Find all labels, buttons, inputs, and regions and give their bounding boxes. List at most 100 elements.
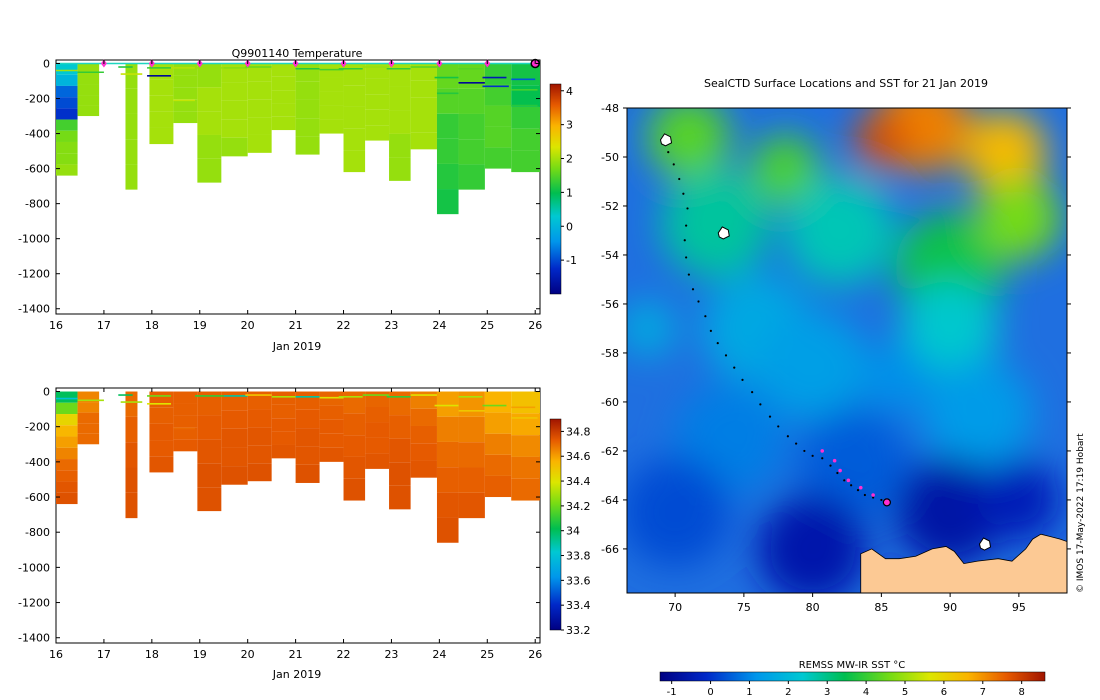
profile-cell-14-1 — [410, 408, 437, 426]
profile-cell-3-1 — [149, 407, 174, 424]
sst-patch-18 — [977, 458, 1061, 542]
track-point-33 — [880, 498, 883, 502]
profile-cell-6-1 — [221, 82, 248, 101]
track-point-28 — [843, 479, 846, 482]
profile-cell-3-4 — [149, 456, 174, 473]
profile-cell-15-0 — [436, 63, 459, 89]
temperature-y-ticks: 0 -200 -400 -600 -800 -1000 -1200 -1400 — [18, 58, 540, 316]
profile-cell-0-8 — [56, 153, 78, 165]
profile-cell-14-2 — [410, 97, 437, 116]
colorbar-tick-label: 4 — [566, 85, 573, 98]
profile-cell-17-2 — [484, 433, 512, 455]
profile-cell-11-1 — [343, 85, 366, 107]
track-point-27 — [836, 471, 839, 475]
profile-cell-17-3 — [484, 126, 512, 148]
colorbar-tick-label: 34.8 — [566, 425, 591, 438]
profile-cell-17-0 — [484, 391, 512, 413]
y-tick-label: -1400 — [18, 632, 50, 645]
profile-cell-10-0 — [319, 63, 344, 78]
latitude-ticks: -48 -50 -52 -54 -56 -58 -60 -62 -64 -66 — [601, 102, 1071, 556]
profile-cell-5-0 — [197, 391, 222, 416]
profile-cell-3-0 — [149, 391, 174, 408]
sst-colorbar-tick-label: 8 — [1018, 687, 1024, 698]
profile-cell-4-3 — [173, 99, 198, 112]
profile-cell-0-2 — [56, 85, 78, 98]
track-point-7 — [685, 256, 688, 259]
profile-cell-18-1 — [511, 85, 540, 107]
sst-colorbar-tick-label: 0 — [707, 687, 713, 698]
profile-cell-10-4 — [319, 119, 344, 134]
profile-cell-10-1 — [319, 77, 344, 92]
profile-cell-2-2 — [125, 113, 138, 140]
lon-tick-label: 75 — [737, 601, 751, 614]
colorbar-tick-label: 34.2 — [566, 500, 591, 513]
profile-cell-15-3 — [436, 467, 459, 493]
recent-track-point-3 — [846, 478, 851, 483]
profile-cell-14-2 — [410, 425, 437, 444]
profile-cell-2-4 — [125, 492, 138, 519]
profile-cell-16-1 — [458, 88, 485, 114]
colorbar-tick-label: 33.8 — [566, 550, 591, 563]
profile-cell-15-4 — [436, 492, 459, 518]
profile-cell-7-3 — [247, 117, 272, 135]
profile-cell-3-3 — [149, 111, 174, 128]
profile-cell-13-0 — [389, 63, 411, 87]
y-tick-label: -1200 — [18, 597, 50, 610]
salinity-section-plot: 16 17 18 19 20 21 22 23 24 25 26 0 -200 -400 -600 -800… — [18, 386, 590, 681]
profile-cell-5-2 — [197, 111, 222, 135]
temperature-section-plot: Q9901140 Temperature 16 17 18 19 20 21 22 23 24 2… — [18, 47, 577, 353]
lon-tick-label: 70 — [668, 601, 682, 614]
track-point-32 — [872, 496, 875, 499]
y-tick-label: -1000 — [18, 233, 50, 246]
profile-cell-0-4 — [56, 108, 78, 120]
profile-cell-4-3 — [173, 427, 198, 440]
profile-cell-9-4 — [295, 136, 320, 155]
track-point-18 — [759, 403, 762, 406]
profile-cell-11-3 — [343, 128, 366, 151]
profile-cell-1-3 — [77, 95, 100, 106]
profile-cell-13-4 — [389, 485, 411, 510]
track-point-22 — [795, 442, 798, 445]
temperature-plot-frame — [55, 59, 541, 315]
track-point-20 — [777, 425, 780, 428]
sst-colorbar-tick-label: -1 — [667, 687, 677, 698]
colorbar-tick-label: 33.4 — [566, 599, 591, 612]
profile-cell-8-0 — [271, 391, 296, 405]
sst-colorbar-tick-label: 7 — [980, 687, 986, 698]
x-tick-label: 21 — [289, 648, 303, 661]
x-tick-label: 19 — [193, 648, 207, 661]
profile-cell-18-3 — [511, 128, 540, 151]
temperature-x-ticks: 16 17 18 19 20 21 22 23 24 25 26 — [49, 60, 542, 332]
profile-cell-12-1 — [365, 78, 390, 95]
x-tick-label: 20 — [241, 648, 255, 661]
profile-cell-9-3 — [295, 446, 320, 465]
y-tick-label: 0 — [43, 386, 50, 399]
profile-cell-2-1 — [125, 88, 138, 114]
profile-cell-12-3 — [365, 109, 390, 126]
profile-cell-11-3 — [343, 456, 366, 479]
profile-cell-15-1 — [436, 88, 459, 114]
island-1 — [717, 226, 730, 240]
profile-cell-18-0 — [511, 391, 540, 414]
profile-cell-4-2 — [173, 87, 198, 100]
profile-cell-4-0 — [173, 391, 198, 404]
lon-tick-label: 90 — [943, 601, 957, 614]
sst-patch-19 — [860, 343, 930, 412]
track-point-16 — [741, 378, 744, 381]
profile-cell-15-2 — [436, 441, 459, 468]
x-tick-label: 18 — [145, 648, 159, 661]
profile-cell-10-0 — [319, 391, 344, 406]
profile-cell-1-4 — [77, 433, 100, 445]
sst-colorbar-tick-label: 4 — [863, 687, 869, 698]
profile-cell-7-1 — [247, 81, 272, 100]
profile-cell-6-1 — [221, 410, 248, 429]
profile-cell-16-2 — [458, 113, 485, 140]
profile-cell-1-0 — [77, 391, 100, 403]
profile-cell-6-0 — [221, 63, 248, 83]
longitude-ticks: 70 75 80 85 90 95 — [668, 593, 1026, 614]
profile-cell-18-1 — [511, 413, 540, 436]
profile-cell-3-1 — [149, 79, 174, 96]
profile-cell-12-1 — [365, 406, 390, 423]
profile-cell-0-7 — [56, 141, 78, 154]
profile-cell-15-0 — [436, 391, 459, 417]
